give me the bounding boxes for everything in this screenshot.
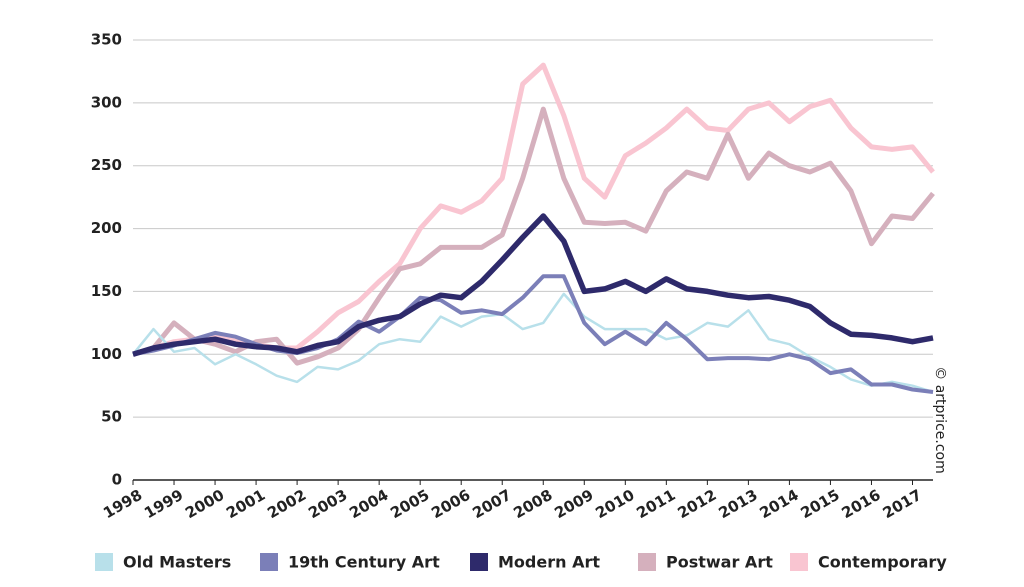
x-tick-label: 2010	[592, 486, 637, 522]
legend-swatch	[470, 553, 488, 571]
y-tick-label: 50	[101, 408, 122, 426]
x-tick-label: 2001	[223, 486, 268, 522]
series-line	[132, 106, 935, 366]
x-tick-label: 2005	[387, 486, 432, 522]
y-tick-label: 0	[112, 471, 122, 489]
y-tick-label: 150	[91, 282, 122, 300]
x-tick-label: 2012	[674, 486, 719, 522]
x-tick-label: 2002	[264, 486, 309, 522]
x-tick-label: 2017	[880, 486, 925, 522]
legend-swatch	[638, 553, 656, 571]
legend-label: Contemporary	[818, 553, 947, 572]
legend-label: Postwar Art	[666, 553, 773, 572]
x-tick-label: 2013	[715, 486, 760, 522]
x-tick-label: 2007	[469, 486, 514, 522]
x-tick-label: 1998	[100, 486, 145, 522]
y-tick-label: 300	[91, 93, 122, 111]
legend-label: 19th Century Art	[288, 553, 440, 572]
series-line	[132, 292, 934, 394]
legend-swatch	[95, 553, 113, 571]
y-tick-label: 200	[91, 219, 122, 237]
x-tick-label: 2015	[798, 486, 843, 522]
series-line	[132, 213, 934, 357]
x-tick-label: 2011	[633, 486, 678, 522]
credit: © artprice.com	[932, 366, 948, 473]
legend-label: Old Masters	[123, 553, 231, 572]
x-tick-label: 2004	[346, 486, 391, 522]
y-tick-label: 350	[91, 31, 122, 49]
series-line	[132, 274, 934, 394]
x-tick-label: 2006	[428, 486, 473, 522]
legend-label: Modern Art	[498, 553, 600, 572]
x-tick-label: 2000	[182, 486, 227, 522]
x-tick-label: 1999	[141, 486, 186, 522]
x-tick-label: 2016	[839, 486, 884, 522]
x-tick-label: 2003	[305, 486, 350, 522]
x-tick-label: 2014	[757, 486, 802, 522]
x-tick-label: 2009	[551, 486, 596, 522]
y-tick-label: 100	[91, 345, 122, 363]
legend-swatch	[790, 553, 808, 571]
x-tick-label: 2008	[510, 486, 555, 522]
y-tick-label: 250	[91, 156, 122, 174]
legend-swatch	[260, 553, 278, 571]
